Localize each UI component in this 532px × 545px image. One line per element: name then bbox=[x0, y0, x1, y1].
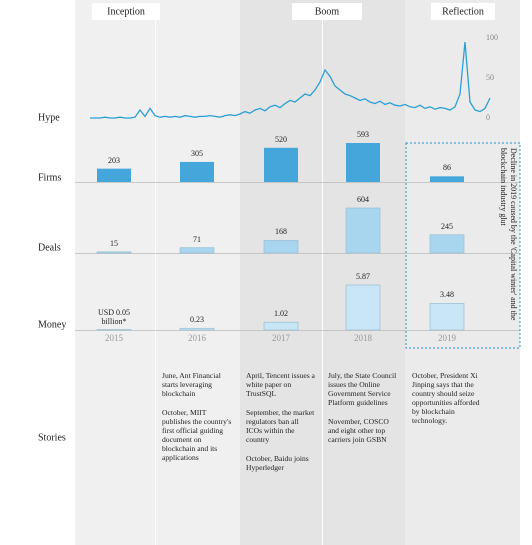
value-label: 86 bbox=[443, 163, 451, 173]
hype-line bbox=[90, 41, 491, 119]
phase-header-box bbox=[431, 3, 495, 20]
row-label: Firms bbox=[38, 172, 61, 183]
value-label: 604 bbox=[357, 195, 369, 204]
story-text: September, the market regulators ban all… bbox=[246, 408, 315, 444]
row-label: Hype bbox=[38, 112, 60, 123]
bar bbox=[345, 207, 381, 254]
story-column: July, the State Council issues the Onlin… bbox=[328, 371, 398, 454]
value-label: 1.02 bbox=[274, 309, 288, 319]
bar bbox=[429, 303, 465, 331]
story-text: October, MIIT publishes the country's fi… bbox=[162, 408, 232, 462]
story-text: October, Baidu joins Hyperledger bbox=[246, 454, 309, 472]
x-tick-label: 2016 bbox=[188, 333, 207, 343]
value-label: 0.23 bbox=[190, 315, 204, 325]
bar bbox=[263, 240, 299, 254]
story-text: November, COSCO and eight other top carr… bbox=[328, 417, 389, 444]
value-label: 71 bbox=[193, 234, 201, 244]
annotation: Decline in 2019 caused by the 'Capital w… bbox=[499, 148, 518, 321]
phase-header-box bbox=[292, 3, 362, 20]
story-column: April, Tencent issues a white paper on T… bbox=[246, 371, 316, 482]
y-tick-label: 50 bbox=[486, 73, 494, 82]
row-label: Deals bbox=[38, 242, 61, 253]
value-label: 3.48 bbox=[440, 290, 454, 300]
value-label: 593 bbox=[357, 130, 369, 139]
story-column: June, Ant Financial starts leveraging bl… bbox=[162, 371, 232, 472]
value-label: 520 bbox=[275, 134, 287, 144]
x-tick-label: 2015 bbox=[105, 333, 124, 343]
bar bbox=[346, 143, 380, 182]
x-tick-label: 2017 bbox=[272, 333, 291, 343]
bar bbox=[180, 161, 214, 182]
row-label: Money bbox=[38, 319, 66, 330]
phase-background bbox=[75, 0, 240, 545]
story-text: October, President Xi Jinping says that … bbox=[412, 371, 480, 425]
y-tick-label: 0 bbox=[486, 113, 490, 122]
phase-header-box bbox=[92, 3, 160, 20]
bar bbox=[430, 176, 464, 182]
bar bbox=[179, 327, 215, 331]
x-tick-label: 2019 bbox=[438, 333, 457, 343]
value-label: 305 bbox=[191, 148, 203, 158]
annotation-box bbox=[405, 142, 521, 349]
x-tick-label: 2018 bbox=[354, 333, 373, 343]
value-label: 168 bbox=[275, 227, 287, 237]
value-label: 15 bbox=[110, 238, 118, 248]
story-column: October, President Xi Jinping says that … bbox=[412, 371, 482, 435]
bar bbox=[96, 251, 132, 254]
phase-background bbox=[405, 0, 520, 545]
story-text: July, the State Council issues the Onlin… bbox=[328, 371, 397, 407]
value-label: 203 bbox=[108, 155, 120, 165]
value-label: 245 bbox=[441, 221, 453, 231]
bar bbox=[179, 247, 215, 254]
bar bbox=[97, 168, 131, 182]
bar bbox=[264, 147, 298, 182]
y-tick-label: 100 bbox=[486, 33, 498, 42]
row-label: Stories bbox=[38, 432, 66, 443]
phase-header: Inception bbox=[107, 6, 145, 17]
story-text: April, Tencent issues a white paper on T… bbox=[246, 371, 315, 398]
value-label: USD 0.05 billion* bbox=[97, 307, 130, 326]
bar bbox=[345, 284, 381, 331]
phase-header: Boom bbox=[315, 6, 340, 17]
story-text: June, Ant Financial starts leveraging bl… bbox=[162, 371, 221, 398]
bar bbox=[263, 321, 299, 331]
phase-header: Reflection bbox=[442, 6, 484, 17]
value-label: 5.87 bbox=[356, 272, 370, 281]
bar bbox=[429, 234, 465, 254]
